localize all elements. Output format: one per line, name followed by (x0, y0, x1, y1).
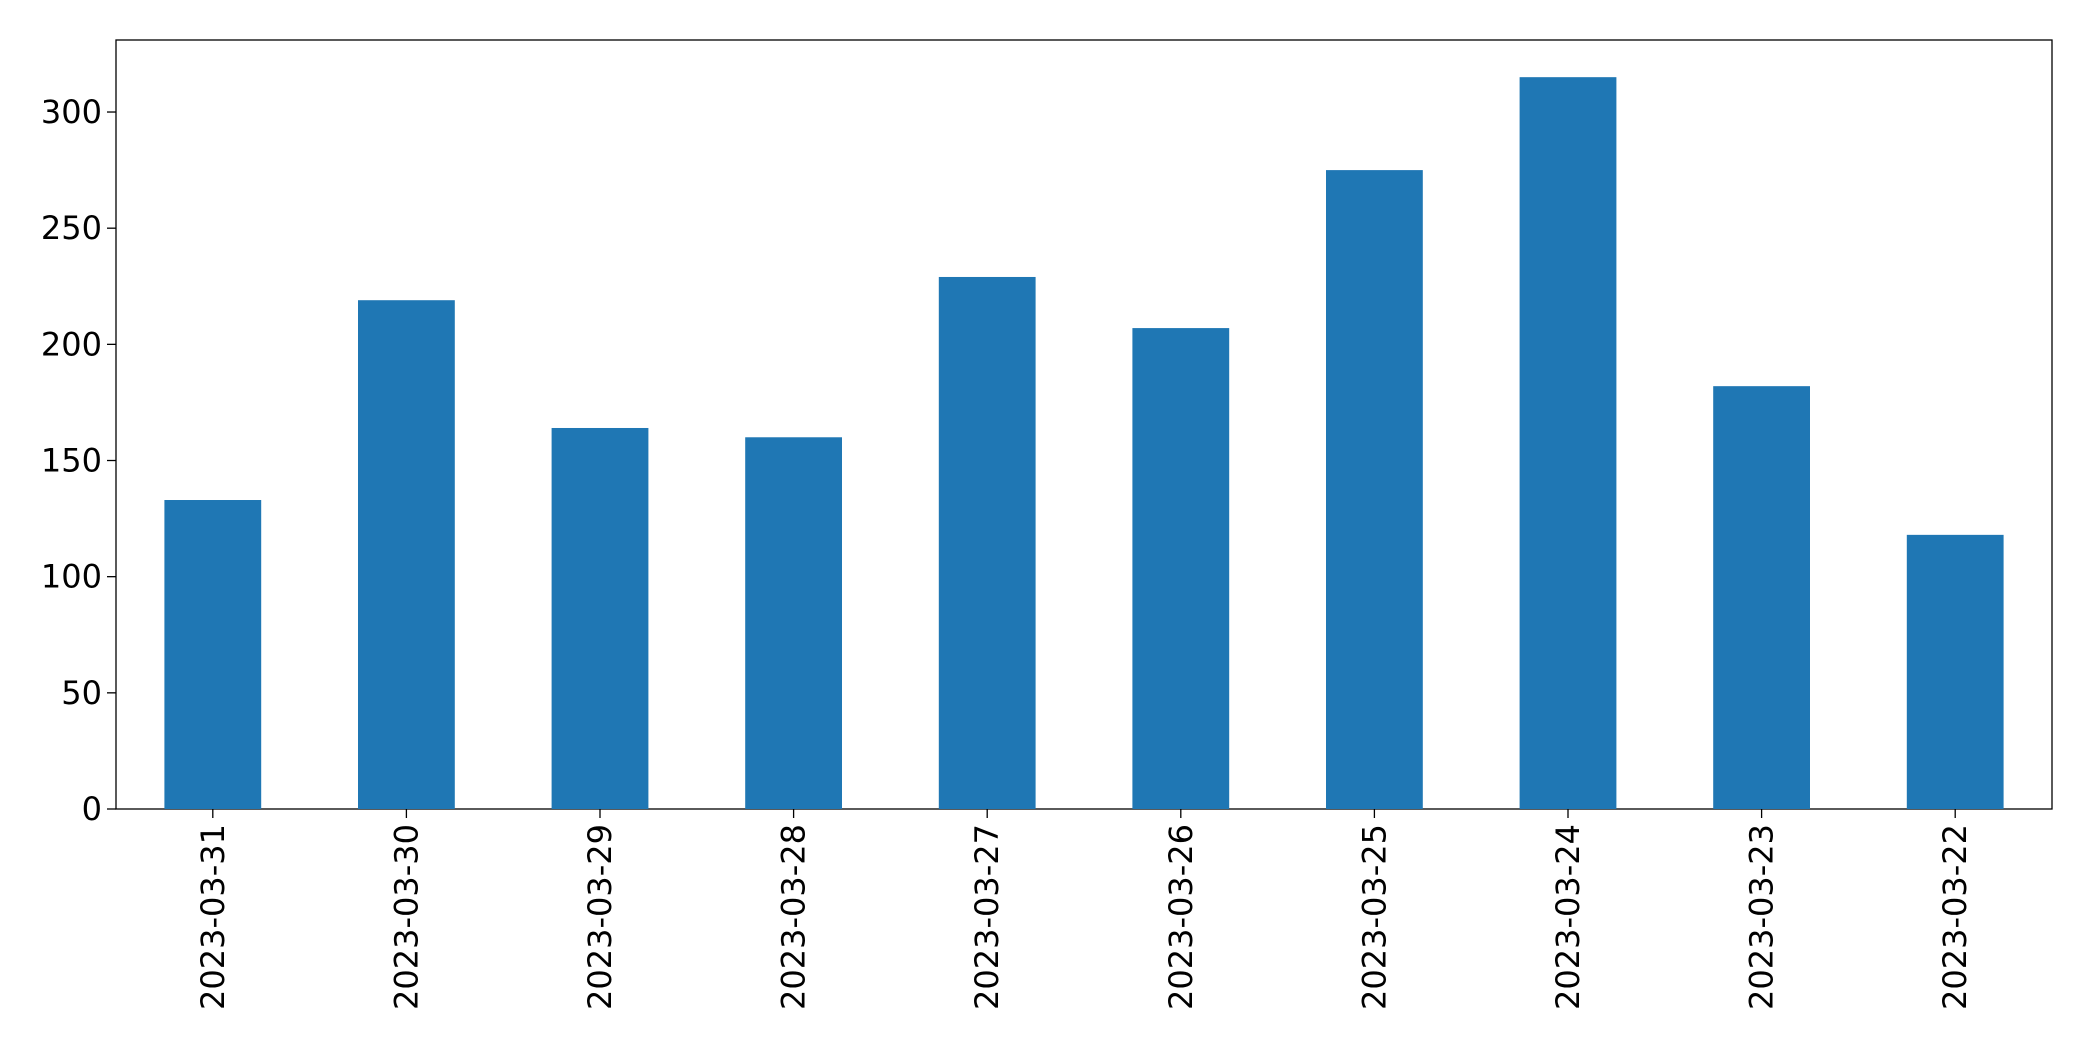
x-tick-label: 2023-03-25 (1355, 824, 1393, 1010)
bar (164, 500, 262, 809)
y-tick-label: 300 (41, 93, 102, 131)
x-tick-label: 2023-03-30 (387, 824, 425, 1010)
y-tick-label: 50 (61, 674, 102, 712)
y-tick-label: 200 (41, 325, 102, 363)
x-tick-label: 2023-03-24 (1549, 824, 1587, 1010)
bar (938, 276, 1036, 810)
bar (551, 427, 649, 809)
x-tick-label: 2023-03-29 (581, 824, 619, 1010)
bar (1906, 534, 2004, 809)
x-tick-label: 2023-03-28 (775, 824, 813, 1010)
bar (1519, 77, 1617, 810)
bar (1326, 170, 1423, 809)
y-tick-label: 100 (41, 558, 102, 596)
x-tick-label: 2023-03-26 (1162, 824, 1200, 1010)
y-tick-label: 0 (82, 790, 102, 828)
y-tick-label: 250 (41, 209, 102, 247)
plot-frame (115, 39, 2053, 810)
y-tick-label: 150 (41, 442, 102, 480)
x-tick-label: 2023-03-22 (1936, 824, 1974, 1010)
bar (1713, 386, 1810, 809)
x-tick-label: 2023-03-23 (1743, 824, 1781, 1010)
bar (1132, 328, 1230, 809)
x-tick-label: 2023-03-31 (194, 824, 232, 1010)
bar (358, 300, 455, 809)
x-tick-label: 2023-03-27 (968, 824, 1006, 1010)
bar (745, 437, 842, 809)
